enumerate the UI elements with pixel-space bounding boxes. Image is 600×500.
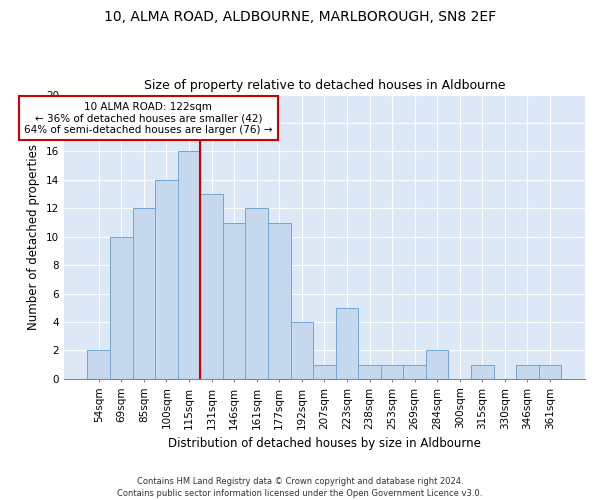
Bar	[88, 350, 110, 379]
Bar	[358, 364, 381, 379]
Bar	[381, 364, 403, 379]
Bar	[335, 308, 358, 379]
Bar	[426, 350, 448, 379]
Bar	[290, 322, 313, 379]
Bar	[155, 180, 178, 379]
Bar	[539, 364, 562, 379]
Bar	[268, 222, 290, 379]
Bar	[133, 208, 155, 379]
Title: Size of property relative to detached houses in Aldbourne: Size of property relative to detached ho…	[143, 79, 505, 92]
Y-axis label: Number of detached properties: Number of detached properties	[27, 144, 40, 330]
Bar	[245, 208, 268, 379]
Bar	[516, 364, 539, 379]
Bar	[223, 222, 245, 379]
Bar	[403, 364, 426, 379]
Text: 10 ALMA ROAD: 122sqm
← 36% of detached houses are smaller (42)
64% of semi-detac: 10 ALMA ROAD: 122sqm ← 36% of detached h…	[24, 102, 272, 135]
Bar	[471, 364, 494, 379]
Bar	[200, 194, 223, 379]
Text: Contains HM Land Registry data © Crown copyright and database right 2024.
Contai: Contains HM Land Registry data © Crown c…	[118, 476, 482, 498]
Bar	[110, 236, 133, 379]
Bar	[178, 152, 200, 379]
X-axis label: Distribution of detached houses by size in Aldbourne: Distribution of detached houses by size …	[168, 437, 481, 450]
Text: 10, ALMA ROAD, ALDBOURNE, MARLBOROUGH, SN8 2EF: 10, ALMA ROAD, ALDBOURNE, MARLBOROUGH, S…	[104, 10, 496, 24]
Bar	[313, 364, 335, 379]
